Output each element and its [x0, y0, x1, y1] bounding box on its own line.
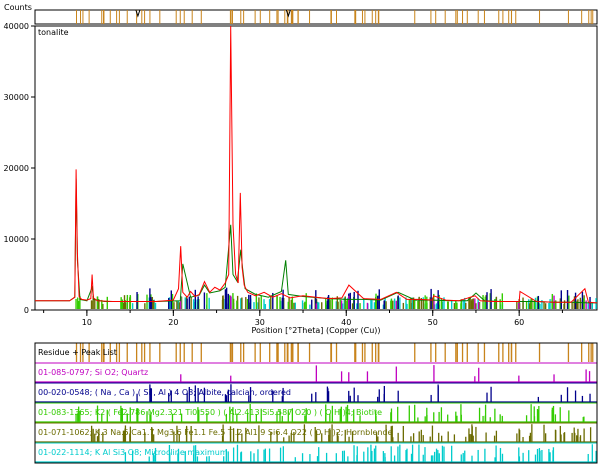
- x-tick-label: 10: [82, 318, 92, 327]
- reference-label: Residue + Peak List: [38, 348, 117, 357]
- x-axis: 10 20 30 40 50 60: [43, 310, 563, 327]
- reference-label: 01-022-1114; K Al Si3 O8; Microcline max…: [38, 448, 228, 457]
- x-tick-label: 60: [514, 318, 524, 327]
- x-axis-label: Position [°2Theta] (Copper (Cu)): [251, 326, 380, 335]
- x-tick-label: 30: [255, 318, 265, 327]
- plot-frame: [34, 25, 598, 311]
- reference-label: 01-085-0797; Si O2; Quartz: [38, 368, 148, 377]
- peak-list-strip: [34, 9, 598, 25]
- reference-label: 01-083-1365; K2 ( Fe2.786 Mg2.321 Ti0.55…: [38, 408, 382, 417]
- x-tick-label: 20: [168, 318, 178, 327]
- series-line: [35, 178, 597, 304]
- y-tick-label: 40000: [4, 22, 29, 31]
- marker-arrow: [135, 9, 141, 18]
- y-tick-label: 20000: [4, 164, 29, 173]
- reference-sticks: [75, 287, 597, 309]
- series-line: [35, 25, 598, 304]
- x-tick-label: 40: [341, 318, 351, 327]
- marker-arrow: [285, 9, 291, 18]
- sample-label: tonalite: [38, 28, 69, 37]
- y-tick-label: 0: [24, 306, 29, 315]
- peak-list-strip-lines: [76, 9, 594, 24]
- x-tick-label: 50: [428, 318, 438, 327]
- y-axis: 0 10000 20000 30000 40000: [4, 22, 35, 315]
- diffractogram-series: [35, 25, 598, 304]
- y-tick-label: 30000: [4, 93, 29, 102]
- y-tick-label: 10000: [4, 235, 29, 244]
- reference-panel-frame: [34, 342, 598, 464]
- reference-label: 01-071-1062; K.3 Na.5 Ca1.7 Mg3.6 Fe1.1 …: [38, 428, 393, 437]
- reference-pattern-panel: Residue + Peak List 01-085-0797; Si O2; Q…: [34, 342, 598, 464]
- y-axis-label: Counts: [4, 3, 32, 12]
- reference-label: 00-020-0548; ( Na , Ca ) ( Si , Al ) 4 O…: [38, 388, 291, 397]
